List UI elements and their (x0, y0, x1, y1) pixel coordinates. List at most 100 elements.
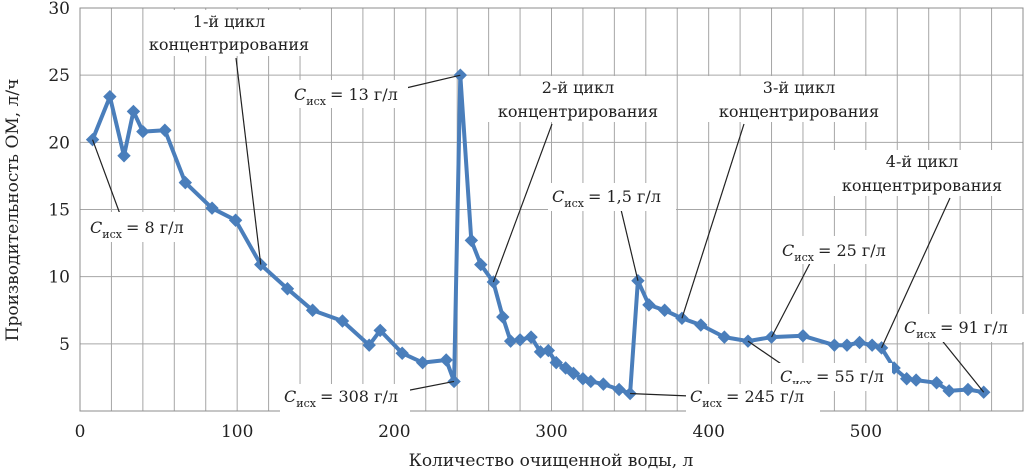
annotation-c55-symbol: C (780, 367, 792, 386)
annotation-c91-text: Cисх = 91 г/л (904, 318, 1008, 341)
annotation-c8-text: Cисх = 8 г/л (90, 218, 184, 241)
annotation-c15-value: = 1,5 г/л (588, 187, 661, 206)
data-point-marker (524, 330, 538, 344)
data-point-marker (852, 335, 867, 350)
annotation-c55: Cисх = 55 г/л (776, 363, 892, 391)
annotation-c55-value: = 55 г/л (816, 367, 884, 386)
leader-line-cycle1 (235, 57, 262, 265)
y-tick-label: 15 (48, 201, 70, 221)
data-point-marker (840, 338, 854, 352)
annotations: 1-й цикл концентрирования 2-й цикл конце… (86, 10, 1024, 412)
leader-line-c13 (405, 74, 461, 89)
annotation-c25: Cисх = 25 г/л (778, 236, 896, 264)
annotation-c13: Cисх = 13 г/л (290, 80, 408, 108)
x-tick-label: 500 (850, 422, 882, 442)
x-axis-title: Количество очищенной воды, л (409, 451, 694, 471)
data-point-marker (596, 377, 611, 391)
data-point-marker (513, 333, 527, 347)
data-point-marker (942, 384, 956, 398)
annotation-cycle2-line2: концентрирования (498, 102, 658, 121)
y-tick-label: 10 (48, 268, 70, 288)
data-point-marker (796, 329, 810, 343)
annotation-c91-symbol: C (904, 318, 916, 337)
data-point-marker (865, 338, 879, 352)
annotation-c91-value: = 91 г/л (940, 318, 1008, 337)
annotation-c308-symbol: C (284, 387, 296, 406)
annotation-c25-subscript: исх (794, 251, 814, 264)
leader-line-cycle2 (492, 123, 553, 283)
data-point-marker (158, 123, 172, 137)
annotation-c245: Cисх = 245 г/л (686, 384, 820, 412)
series-line (90, 73, 986, 396)
annotation-c15: Cисх = 1,5 г/л (548, 183, 676, 211)
x-tick-label: 200 (378, 422, 410, 442)
data-point-marker (228, 213, 243, 227)
annotation-c245-text: Cисх = 245 г/л (690, 387, 804, 410)
data-point-marker (549, 355, 563, 370)
data-point-marker (280, 282, 295, 296)
y-tick-label: 30 (48, 0, 70, 19)
leader-line-c8 (92, 139, 121, 215)
annotation-c245-value: = 245 г/л (726, 387, 804, 406)
x-tick-label: 0 (75, 422, 86, 442)
annotation-cycle3-line2: концентрирования (719, 102, 879, 121)
y-axis-title: Производительность ОМ, л/ч (3, 79, 23, 342)
x-tick-label: 400 (692, 422, 724, 442)
tick-labels: 0 100 200 300 400 500 5 10 15 20 25 30 (48, 0, 882, 442)
leader-line-c245 (630, 392, 691, 397)
data-point-marker (415, 355, 430, 370)
data-point-marker (657, 303, 672, 317)
annotation-c245-subscript: исх (702, 397, 722, 410)
data-point-marker (827, 338, 842, 352)
annotation-c15-text: Cисх = 1,5 г/л (552, 187, 661, 210)
data-point-marker (717, 330, 732, 344)
data-point-marker (474, 257, 488, 272)
data-point-marker (612, 382, 626, 397)
annotation-c91-subscript: исх (916, 328, 936, 341)
annotation-cycle4-line2: концентрирования (842, 176, 1002, 195)
annotation-c13-text: Cисх = 13 г/л (294, 85, 398, 108)
annotation-c8-symbol: C (90, 218, 102, 237)
annotation-cycle1: 1-й цикл концентрирования (149, 10, 310, 56)
data-point-marker (205, 201, 219, 215)
annotation-c25-value: = 25 г/л (818, 241, 886, 260)
annotation-c8-value: = 8 г/л (126, 218, 184, 237)
data-point-marker (126, 104, 141, 119)
data-point-marker (362, 338, 376, 352)
annotation-cycle2: 2-й цикл концентрирования (488, 76, 672, 122)
data-point-marker (541, 343, 556, 358)
annotation-c308-text: Cисх = 308 г/л (284, 387, 398, 410)
y-tick-label: 25 (48, 66, 70, 86)
annotation-cycle1-line2: концентрирования (149, 35, 309, 54)
data-point-marker (961, 382, 975, 397)
annotation-c13-subscript: исх (306, 95, 326, 108)
annotation-cycle3: 3-й цикл концентрирования (708, 76, 892, 122)
data-point-marker (136, 124, 150, 139)
annotation-c308-value: = 308 г/л (320, 387, 398, 406)
annotation-cycle4-line1: 4-й цикл (886, 152, 958, 171)
annotation-cycle4: 4-й цикл концентрирования (830, 150, 1014, 196)
data-point-marker (335, 314, 350, 328)
annotation-c25-symbol: C (782, 241, 794, 260)
annotation-c8: Cисх = 8 г/л (86, 212, 196, 242)
data-point-marker (117, 149, 131, 163)
data-point-marker (584, 374, 598, 389)
annotation-c25-text: Cисх = 25 г/л (782, 241, 886, 264)
annotation-c308-subscript: исх (296, 397, 316, 410)
series (85, 68, 991, 401)
x-tick-label: 300 (535, 422, 567, 442)
annotation-c308: Cисх = 308 г/л (280, 384, 410, 412)
data-point-marker (566, 366, 581, 381)
data-point-marker (178, 175, 193, 190)
data-point-marker (103, 89, 117, 104)
data-point-marker (395, 346, 409, 360)
data-point-marker (305, 303, 320, 317)
data-point-marker (929, 376, 944, 390)
annotation-c8-subscript: исх (102, 228, 122, 241)
annotation-c13-value: = 13 г/л (330, 85, 398, 104)
leader-line-c91 (939, 337, 985, 393)
leader-line-cycle3 (681, 123, 745, 319)
annotation-cycle3-line1: 3-й цикл (763, 78, 835, 97)
